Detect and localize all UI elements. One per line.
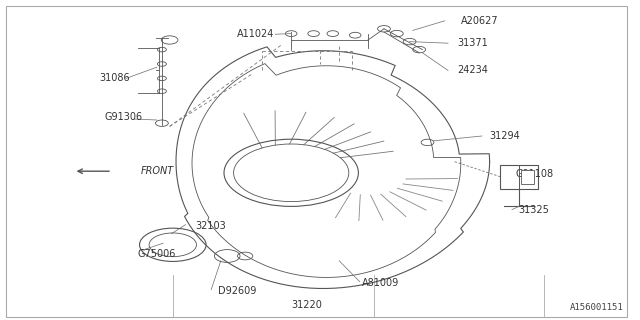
Text: A11024: A11024 — [237, 28, 274, 39]
Bar — [500, 165, 538, 189]
Text: FRONT: FRONT — [141, 166, 174, 176]
Text: A20627: A20627 — [461, 16, 499, 26]
Text: 31086: 31086 — [99, 73, 130, 84]
Text: A156001151: A156001151 — [570, 303, 624, 312]
Text: 31294: 31294 — [490, 131, 520, 141]
Text: 31325: 31325 — [518, 204, 549, 215]
Text: 31220: 31220 — [291, 300, 322, 310]
Text: G91108: G91108 — [515, 169, 554, 180]
Text: 31371: 31371 — [458, 38, 488, 48]
Text: G75006: G75006 — [138, 249, 176, 260]
Text: A81009: A81009 — [362, 278, 399, 288]
Text: 32103: 32103 — [195, 220, 226, 231]
Bar — [521, 170, 534, 184]
Text: G91306: G91306 — [104, 112, 143, 122]
Text: D92609: D92609 — [218, 286, 256, 296]
Text: 24234: 24234 — [458, 65, 488, 76]
